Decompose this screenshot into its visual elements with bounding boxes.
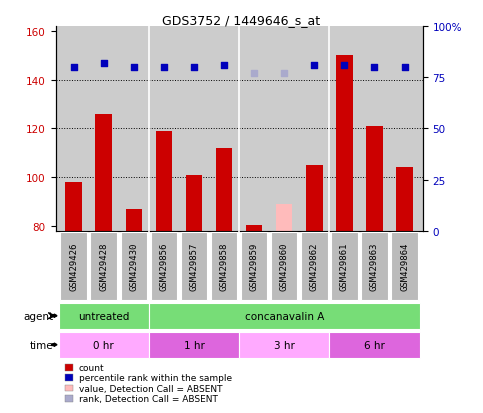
Point bbox=[220, 62, 228, 69]
Bar bbox=[246, 225, 262, 231]
Text: GSM429430: GSM429430 bbox=[129, 242, 138, 290]
Bar bbox=[185, 175, 202, 231]
Bar bbox=[366, 127, 383, 231]
Bar bbox=[329, 332, 420, 358]
Text: rank, Detection Call = ABSENT: rank, Detection Call = ABSENT bbox=[79, 394, 218, 403]
Text: untreated: untreated bbox=[78, 311, 129, 321]
Point bbox=[250, 71, 258, 77]
Bar bbox=[211, 233, 237, 300]
Point bbox=[190, 64, 198, 71]
Bar bbox=[151, 233, 177, 300]
Bar bbox=[126, 209, 142, 231]
Text: value, Detection Call = ABSENT: value, Detection Call = ABSENT bbox=[79, 384, 222, 393]
Point bbox=[401, 64, 409, 71]
Bar bbox=[90, 233, 117, 300]
Text: GSM429426: GSM429426 bbox=[69, 242, 78, 290]
Bar bbox=[391, 233, 418, 300]
Bar bbox=[361, 233, 388, 300]
Bar bbox=[149, 332, 239, 358]
Text: GDS3752 / 1449646_s_at: GDS3752 / 1449646_s_at bbox=[162, 14, 321, 27]
Point bbox=[100, 60, 108, 67]
Text: GSM429861: GSM429861 bbox=[340, 242, 349, 290]
Point bbox=[311, 62, 318, 69]
Bar bbox=[181, 233, 207, 300]
Bar bbox=[336, 56, 353, 231]
Bar bbox=[241, 233, 268, 300]
Point bbox=[70, 64, 77, 71]
Text: percentile rank within the sample: percentile rank within the sample bbox=[79, 373, 232, 382]
Bar bbox=[121, 233, 147, 300]
Text: GSM429859: GSM429859 bbox=[250, 242, 258, 290]
Point bbox=[160, 64, 168, 71]
Text: 0 hr: 0 hr bbox=[93, 340, 114, 350]
Bar bbox=[58, 332, 149, 358]
Bar bbox=[239, 332, 329, 358]
Bar bbox=[306, 166, 323, 231]
Bar bbox=[331, 233, 357, 300]
Bar bbox=[96, 114, 112, 231]
Point bbox=[370, 64, 378, 71]
Text: 3 hr: 3 hr bbox=[274, 340, 295, 350]
Text: concanavalin A: concanavalin A bbox=[244, 311, 324, 321]
Text: GSM429863: GSM429863 bbox=[370, 242, 379, 290]
Text: GSM429862: GSM429862 bbox=[310, 242, 319, 290]
Bar bbox=[301, 233, 327, 300]
Text: 1 hr: 1 hr bbox=[184, 340, 204, 350]
Bar bbox=[65, 183, 82, 231]
Text: count: count bbox=[79, 363, 104, 372]
Text: agent: agent bbox=[23, 311, 53, 321]
Text: 6 hr: 6 hr bbox=[364, 340, 385, 350]
Bar bbox=[216, 149, 232, 231]
Text: GSM429858: GSM429858 bbox=[220, 242, 228, 290]
Text: GSM429857: GSM429857 bbox=[189, 242, 199, 290]
Bar bbox=[276, 204, 293, 231]
Bar bbox=[149, 303, 420, 329]
Text: GSM429856: GSM429856 bbox=[159, 242, 169, 290]
Text: GSM429428: GSM429428 bbox=[99, 242, 108, 290]
Bar bbox=[271, 233, 298, 300]
Text: GSM429864: GSM429864 bbox=[400, 242, 409, 290]
Text: time: time bbox=[29, 340, 53, 350]
Point bbox=[280, 71, 288, 77]
Text: GSM429860: GSM429860 bbox=[280, 242, 289, 290]
Point bbox=[341, 62, 348, 69]
Bar bbox=[60, 233, 87, 300]
Point bbox=[130, 64, 138, 71]
Bar bbox=[156, 131, 172, 231]
Bar bbox=[396, 168, 413, 231]
Bar bbox=[58, 303, 149, 329]
